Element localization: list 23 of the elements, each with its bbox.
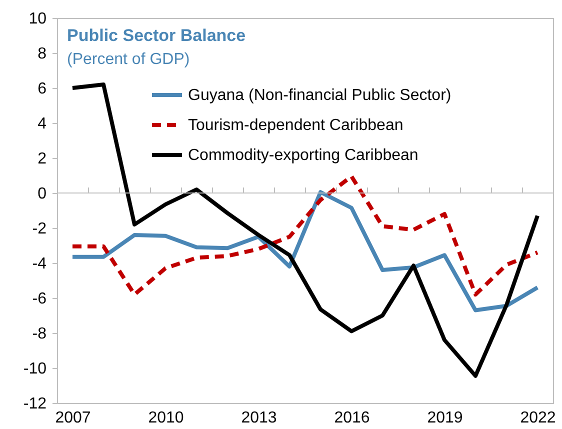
y-tick-label: -12 [23, 396, 47, 412]
chart-title: Public Sector Balance [67, 26, 246, 45]
x-tick-label: 2019 [427, 410, 463, 426]
y-tick-label: 4 [38, 116, 47, 132]
y-tick-label: -2 [32, 220, 47, 238]
y-tick-label: 0 [38, 186, 47, 202]
y-tick-label: 2 [38, 150, 47, 168]
legend-label: Guyana (Non-financial Public Sector) [188, 87, 452, 104]
y-tick-label: 8 [38, 46, 47, 62]
y-tick-label: -4 [32, 256, 47, 272]
text: (Percent of GDP) [67, 51, 190, 68]
x-tick-label: 2022 [520, 410, 556, 426]
y-tick-label: 6 [38, 80, 47, 98]
legend-label: Commodity-exporting Caribbean [188, 147, 418, 164]
x-tick-label: 2013 [241, 410, 277, 426]
x-tick-label: 2007 [55, 410, 91, 426]
y-tick-label: -6 [32, 290, 47, 308]
x-tick-label: 2016 [334, 410, 370, 426]
y-tick-label: -10 [23, 360, 47, 378]
x-tick-label: 2010 [148, 410, 184, 426]
y-tick-label: -8 [32, 326, 47, 342]
y-tick-label: 10 [28, 10, 47, 28]
legend-label: Tourism-dependent Caribbean [188, 117, 404, 134]
